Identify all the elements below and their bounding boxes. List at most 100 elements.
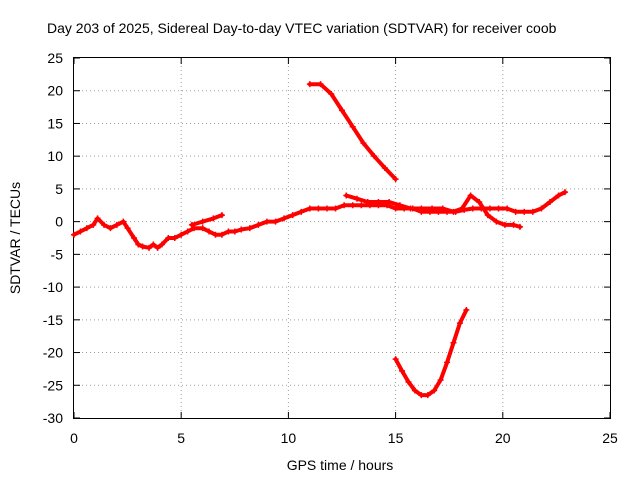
series-sdtvar-descending-arc: [306, 81, 399, 183]
data-point: [146, 244, 153, 251]
data-point: [210, 215, 217, 222]
y-tick-label: -10: [43, 279, 63, 295]
y-tick-label: 20: [47, 83, 63, 99]
data-point: [178, 231, 185, 238]
data-point: [555, 192, 562, 199]
data-point: [510, 221, 517, 228]
data-point: [411, 387, 418, 394]
data-point: [225, 228, 232, 235]
data-point: [512, 208, 519, 215]
data-point: [246, 225, 253, 232]
data-point: [107, 225, 114, 232]
data-point: [306, 205, 313, 212]
data-point: [476, 199, 483, 205]
data-point: [467, 192, 474, 199]
data-point: [396, 202, 403, 209]
data-point: [439, 205, 446, 212]
data-point: [317, 81, 324, 88]
data-point: [281, 215, 288, 222]
series-line: [189, 213, 224, 227]
data-point: [392, 205, 399, 212]
y-tick-label: 5: [55, 181, 63, 197]
data-point: [504, 205, 511, 212]
data-point: [71, 231, 77, 238]
data-point: [459, 205, 466, 212]
data-point: [349, 202, 356, 209]
data-point: [516, 223, 523, 230]
data-point: [339, 107, 345, 114]
data-point: [546, 199, 553, 205]
data-point: [83, 225, 90, 232]
data-point: [469, 205, 476, 212]
data-point: [418, 392, 425, 399]
y-tick-label: -5: [51, 246, 64, 262]
data-point: [150, 241, 157, 248]
data-point: [501, 221, 508, 228]
data-point: [521, 208, 528, 215]
data-point: [255, 221, 262, 228]
data-point: [315, 205, 322, 212]
data-point: [381, 164, 388, 171]
data-point: [484, 212, 491, 219]
y-tick-label: -25: [43, 377, 63, 393]
x-tick-label: 20: [495, 430, 511, 446]
x-tick-label: 5: [177, 430, 185, 446]
series-line: [307, 82, 398, 182]
data-point: [431, 387, 438, 394]
data-point: [358, 202, 365, 209]
x-tick-label: 10: [281, 430, 297, 446]
series-sdtvar-secondary-trace: [343, 192, 523, 230]
data-point: [154, 244, 161, 251]
data-point: [101, 221, 108, 228]
data-point: [218, 231, 225, 238]
data-point: [371, 153, 378, 160]
data-point: [444, 359, 451, 366]
data-point: [456, 320, 463, 327]
data-point: [199, 218, 206, 225]
data-point: [135, 241, 142, 248]
data-point: [323, 205, 330, 212]
data-point: [437, 377, 444, 384]
data-point: [306, 81, 313, 88]
data-point: [263, 218, 270, 225]
data-point: [298, 208, 305, 215]
data-point: [418, 205, 425, 212]
series-sdtvar-lower-arc: [392, 307, 470, 399]
data-point: [463, 307, 470, 313]
y-tick-label: 0: [55, 214, 63, 230]
data-point: [212, 231, 219, 238]
data-point: [341, 202, 348, 209]
data-point: [77, 228, 84, 235]
data-point: [206, 228, 213, 235]
series-sdtvar-main-trace: [71, 189, 568, 251]
data-point: [94, 215, 101, 222]
data-point: [90, 221, 97, 228]
data-point: [375, 199, 382, 205]
data-point: [486, 205, 493, 212]
y-tick-label: -15: [43, 312, 63, 328]
data-point: [131, 235, 138, 241]
data-point: [561, 189, 568, 196]
data-point: [289, 212, 296, 219]
data-point: [343, 192, 350, 199]
y-tick-label: -30: [43, 410, 63, 426]
data-point: [328, 91, 335, 97]
y-tick-label: -20: [43, 345, 63, 361]
grid: [74, 58, 610, 418]
data-point: [188, 221, 195, 228]
data-point: [120, 218, 127, 225]
data-point: [429, 205, 436, 212]
x-tick-label: 25: [602, 430, 618, 446]
data-point: [139, 243, 146, 250]
y-axis-label: SDTVAR / TECUs: [7, 182, 23, 294]
data-point: [493, 218, 500, 225]
data-point: [354, 195, 361, 202]
data-point: [272, 218, 279, 225]
series-line: [393, 308, 469, 398]
data-point: [529, 208, 536, 215]
data-point: [332, 205, 339, 212]
data-point: [113, 221, 120, 228]
x-tick-label: 0: [70, 430, 78, 446]
data-point: [495, 205, 502, 212]
